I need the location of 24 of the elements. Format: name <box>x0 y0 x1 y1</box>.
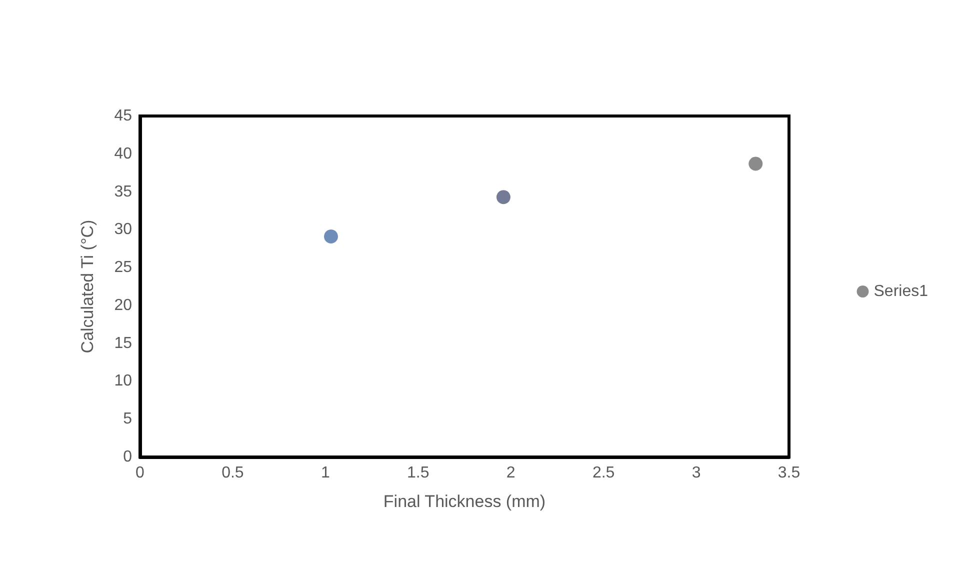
y-tick-label: 5 <box>123 410 132 428</box>
point <box>496 190 510 204</box>
y-tick-label: 10 <box>114 372 132 390</box>
x-tick-label: 2 <box>506 464 516 482</box>
y-tick-label: 40 <box>114 145 132 162</box>
x-axis-title: Final Thickness (mm) <box>383 492 546 511</box>
y-tick-label: 15 <box>114 334 132 352</box>
x-tick-label: 1 <box>320 464 330 482</box>
y-tick-label: 20 <box>114 296 132 314</box>
point <box>324 229 338 244</box>
y-tick-label: 35 <box>114 183 132 200</box>
x-tick-label: 2.5 <box>592 464 615 482</box>
y-tick-label: 30 <box>114 221 132 238</box>
y-tick-label: 25 <box>114 259 132 276</box>
x-tick-label: 3 <box>692 464 701 482</box>
point <box>748 156 763 171</box>
y-tick-label: 45 <box>114 108 132 124</box>
x-tick-label: 0 <box>136 464 145 482</box>
y-axis-title: Calculated Ti (°C) <box>78 220 97 354</box>
x-tick-label: 3.5 <box>778 464 800 482</box>
legend-label: Series1 <box>874 283 928 300</box>
x-tick-label: 1.5 <box>407 464 430 482</box>
x-tick-label: 0.5 <box>222 464 244 482</box>
y-tick-label: 0 <box>123 448 132 466</box>
